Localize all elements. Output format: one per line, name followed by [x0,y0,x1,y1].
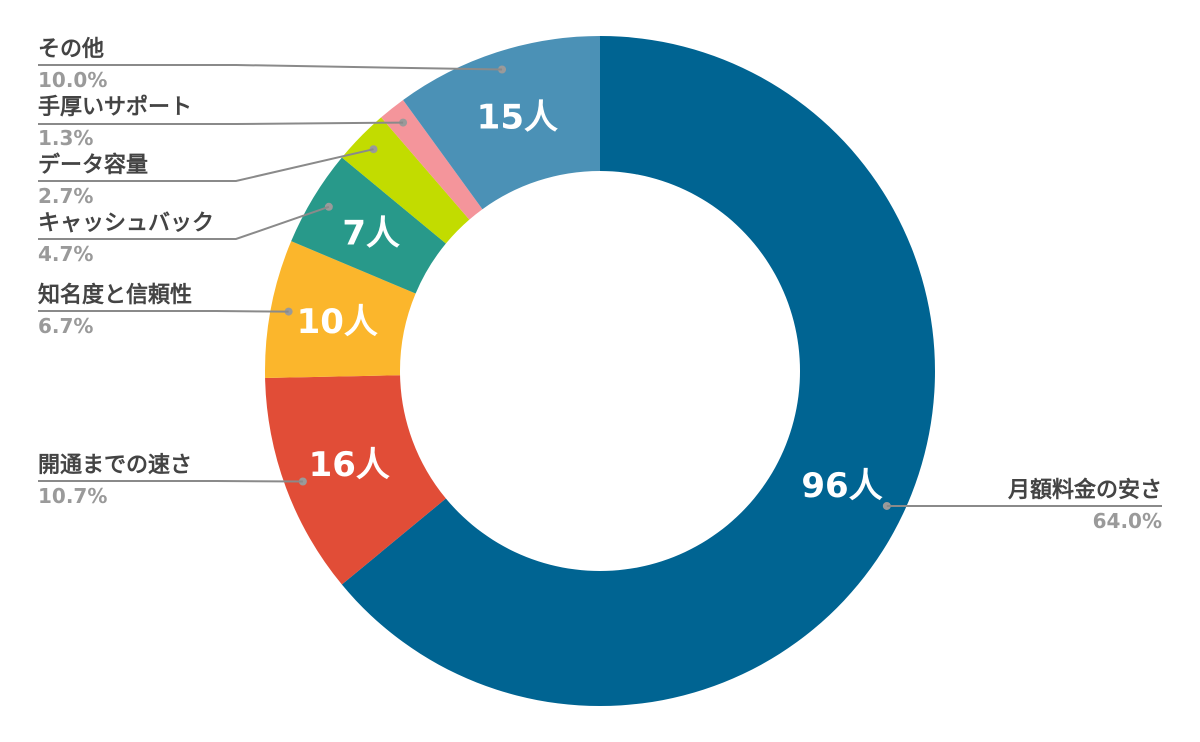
slice-value-labels: 96人 16人 10人 7人 15人 [297,98,883,506]
category-name: データ容量 [38,152,148,178]
slice-5 [381,99,483,220]
category-percent: 1.3% [38,126,93,150]
slice-6 [403,36,600,210]
leader-line [38,205,330,240]
slice-1 [265,375,446,585]
leader-line [38,121,404,125]
chart-slices [264,36,936,706]
slice-value-label: 7人 [342,213,400,253]
category-name: キャッシュバック [38,211,214,236]
leader-line [38,310,289,313]
category-percent: 2.7% [38,184,93,208]
category-name: 知名度と信頼性 [38,282,192,308]
category-labels: 月額料金の安さ 64.0% 開通までの速さ 10.7% 知名度と信頼性 6.7% キャッシュ… [38,37,1162,533]
leader-line [38,64,503,71]
leader-lines [38,64,1162,510]
slice-value-label: 10人 [297,302,378,342]
leader-line [38,148,374,182]
category-percent: 6.7% [38,314,93,338]
category-name: その他 [38,37,104,62]
category-name: 開通までの速さ [38,452,192,478]
category-percent: 10.0% [38,68,107,92]
slice-value-label: 96人 [801,466,882,506]
slice-2 [264,241,416,379]
slice-value-label: 15人 [477,98,558,138]
category-percent: 4.7% [38,242,93,266]
slice-3 [291,157,446,294]
category-name: 手厚いサポート [38,94,192,120]
category-percent: 64.0% [1093,509,1162,533]
category-name: 月額料金の安さ [1007,477,1162,503]
slice-value-label: 16人 [309,445,390,485]
category-percent: 10.7% [38,484,107,508]
slice-0 [341,36,936,706]
